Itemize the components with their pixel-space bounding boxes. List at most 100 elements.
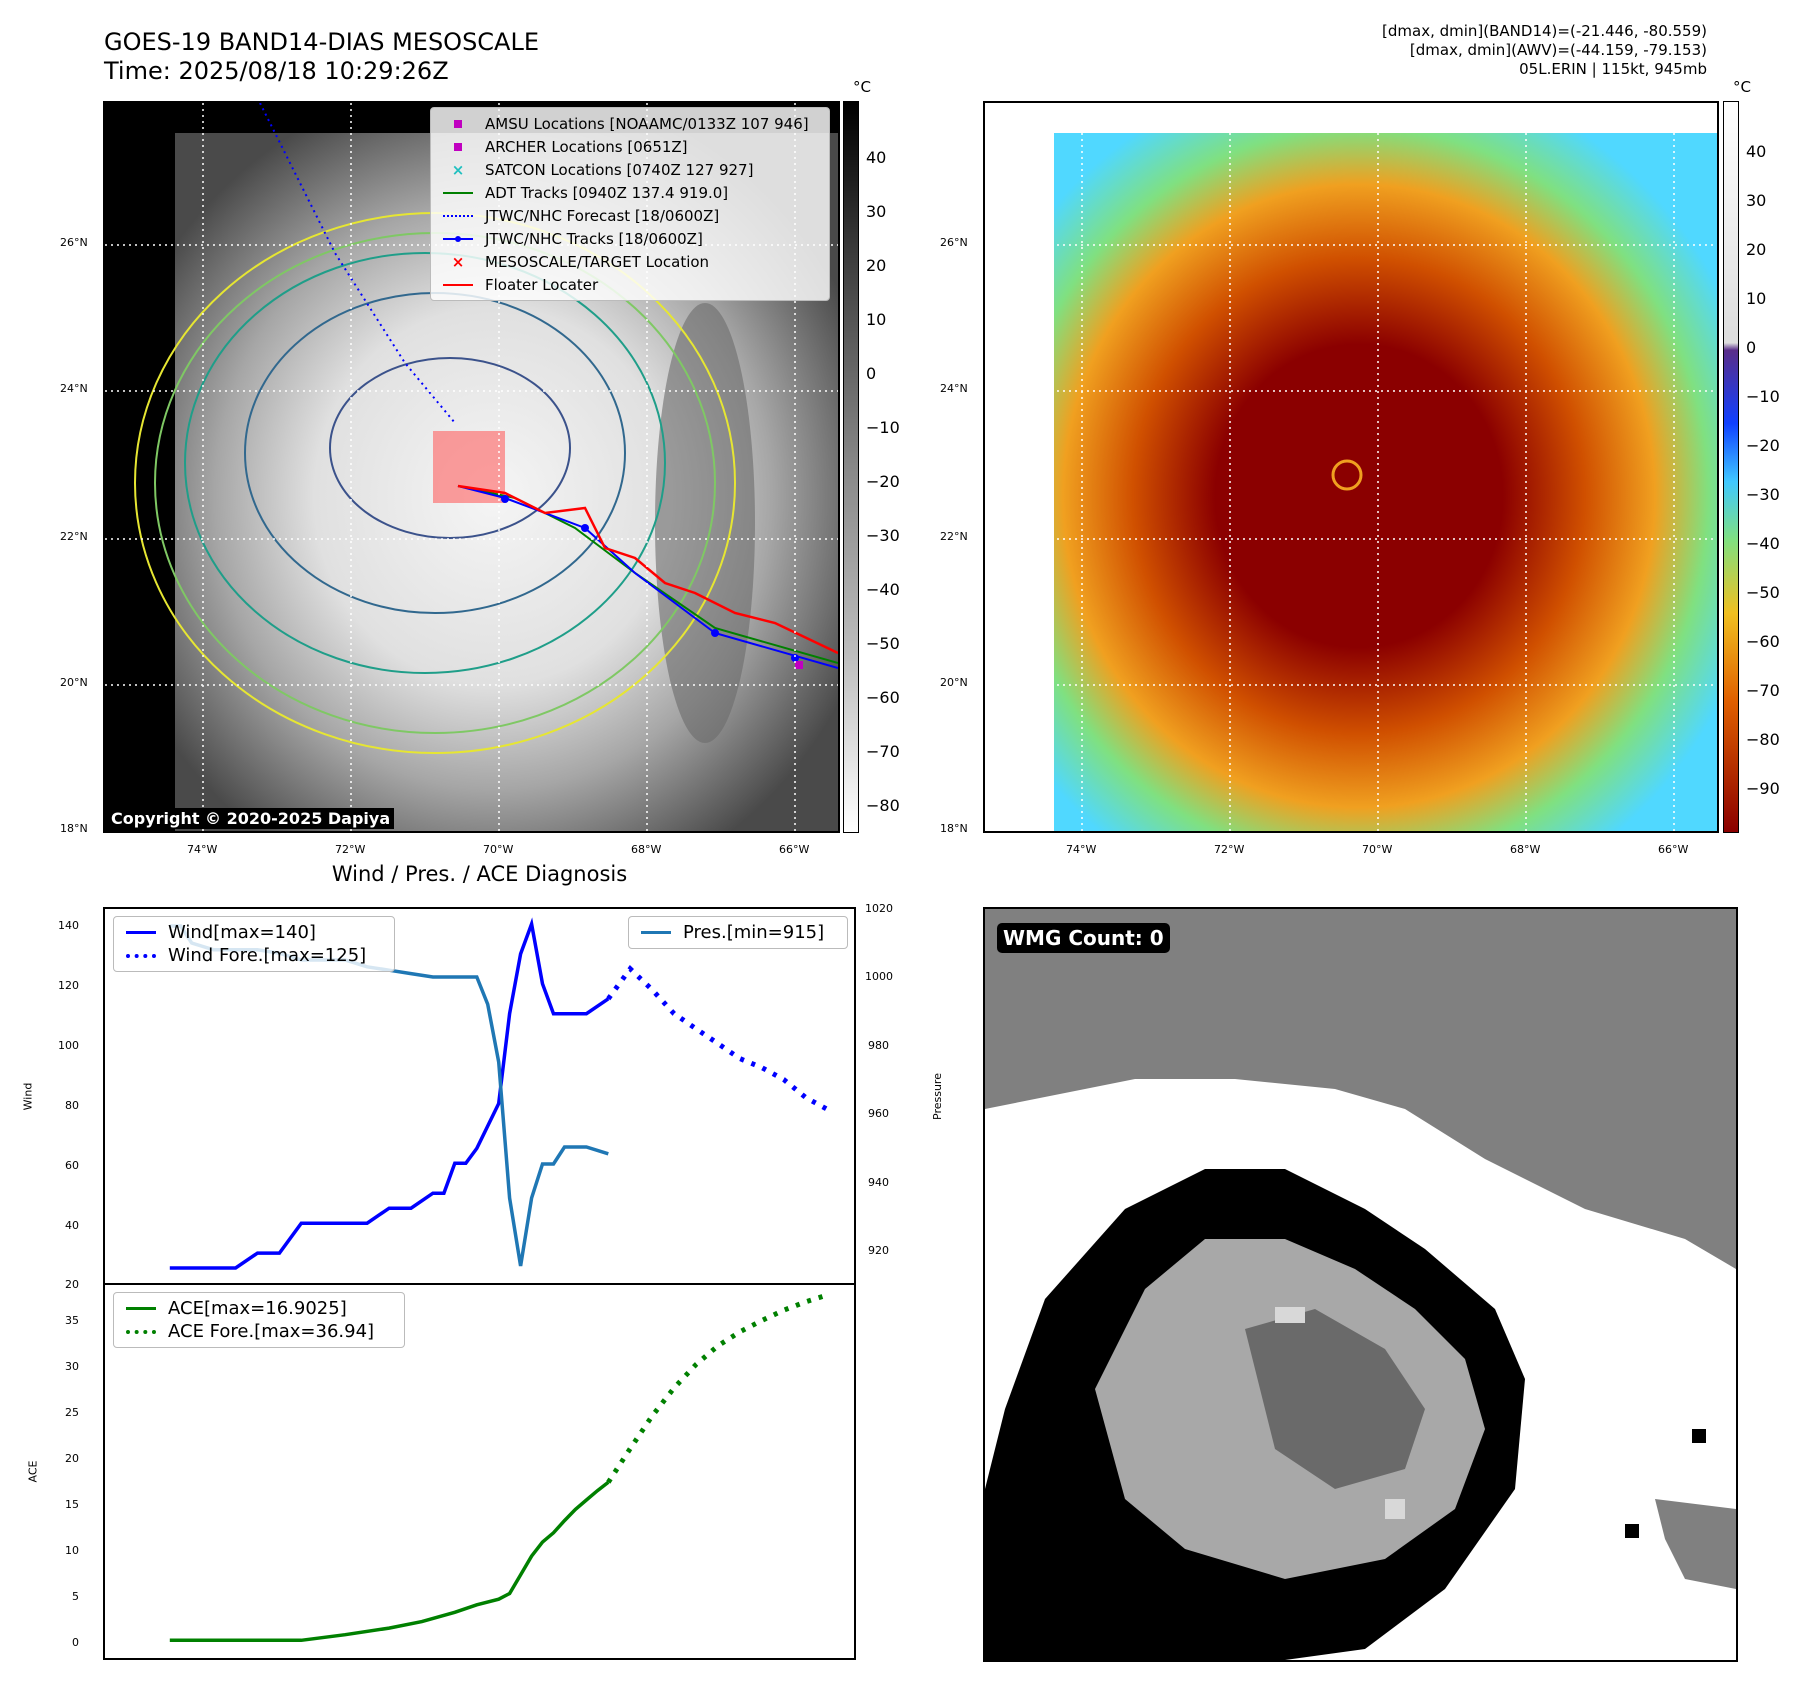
contour-inner xyxy=(329,357,571,539)
colorbar-tick: −60 xyxy=(866,688,900,707)
stats-line-1: [dmax, dmin](BAND14)=(-21.446, -80.559) xyxy=(1382,22,1707,40)
wind-legend: Wind[max=140] Wind Fore.[max=125] xyxy=(113,916,395,972)
line-icon xyxy=(439,191,477,194)
lat-tick: 18°N xyxy=(60,822,88,835)
colorbar-tick: −20 xyxy=(1746,436,1780,455)
ace-tick: 30 xyxy=(65,1360,79,1373)
ace-line-forecast xyxy=(606,1292,829,1484)
line-icon xyxy=(122,931,160,934)
square-marker-icon xyxy=(439,119,477,128)
legend-item-wind: Wind[max=140] xyxy=(122,921,386,944)
lon-tick: 74°W xyxy=(187,843,218,856)
lon-tick: 70°W xyxy=(1362,843,1393,856)
colorbar-tick: 40 xyxy=(1746,142,1767,161)
colorbar-tick: −30 xyxy=(1746,485,1780,504)
diagnosis-charts xyxy=(103,907,856,1660)
wind-series-group xyxy=(169,917,829,1270)
wmg-region-gray-east xyxy=(1655,1499,1736,1589)
legend-label: Pres.[min=915] xyxy=(683,922,825,943)
legend-item-satcon: × SATCON Locations [0740Z 127 927] xyxy=(439,158,821,181)
dotted-line-icon xyxy=(122,1329,160,1334)
wind-line-observed xyxy=(169,917,610,1270)
wind-tick: 80 xyxy=(65,1099,79,1112)
lon-tick: 74°W xyxy=(1066,843,1097,856)
legend-item-tracks: JTWC/NHC Tracks [18/0600Z] xyxy=(439,227,821,250)
awv-colorbar xyxy=(1723,101,1739,833)
wind-tick: 120 xyxy=(58,979,79,992)
lon-tick: 72°W xyxy=(335,843,366,856)
lon-tick: 66°W xyxy=(1658,843,1689,856)
legend-label: MESOSCALE/TARGET Location xyxy=(485,252,710,271)
ace-tick: 5 xyxy=(72,1590,79,1603)
legend-item-ace: ACE[max=16.9025] xyxy=(122,1297,396,1320)
copyright-label: Copyright © 2020-2025 Dapiya xyxy=(107,808,395,829)
colorbar-tick: −60 xyxy=(1746,632,1780,651)
ace-ylabel: ACE xyxy=(26,1460,40,1483)
lon-tick: 68°W xyxy=(1510,843,1541,856)
pressure-tick: 1020 xyxy=(865,902,893,915)
ace-tick: 35 xyxy=(65,1314,79,1327)
legend-label: JTWC/NHC Forecast [18/0600Z] xyxy=(485,206,720,225)
legend-label: ARCHER Locations [0651Z] xyxy=(485,137,688,156)
wmg-count-badge: WMG Count: 0 xyxy=(997,923,1170,953)
ace-tick: 0 xyxy=(72,1636,79,1649)
legend-label: JTWC/NHC Tracks [18/0600Z] xyxy=(485,229,703,248)
legend-item-floater: Floater Locater xyxy=(439,273,821,296)
pressure-tick: 980 xyxy=(868,1039,889,1052)
legend-label: ADT Tracks [0940Z 137.4 919.0] xyxy=(485,183,729,202)
lon-tick: 72°W xyxy=(1214,843,1245,856)
awv-map-panel xyxy=(983,101,1719,833)
wmg-core-cell xyxy=(1275,1307,1305,1323)
ir-map-panel: AMSU Locations [NOAAMC/0133Z 107 946] AR… xyxy=(103,101,840,833)
pressure-legend: Pres.[min=915] xyxy=(628,916,848,949)
ace-tick: 10 xyxy=(65,1544,79,1557)
diagnosis-title: Wind / Pres. / ACE Diagnosis xyxy=(331,862,628,886)
legend-label: ACE[max=16.9025] xyxy=(168,1298,347,1319)
awv-field xyxy=(1054,133,1717,831)
colorbar-tick: 10 xyxy=(1746,289,1767,308)
contour-teal xyxy=(184,252,666,674)
wmg-cell xyxy=(1625,1524,1639,1538)
wmg-image xyxy=(985,909,1736,1660)
legend-item-pressure: Pres.[min=915] xyxy=(637,921,839,944)
wmg-region-gray xyxy=(985,909,1736,1269)
colorbar-tick: −50 xyxy=(1746,583,1780,602)
line-icon xyxy=(637,931,675,934)
awv-map-image xyxy=(985,103,1717,831)
colorbar-tick: 20 xyxy=(866,256,887,275)
wind-ylabel: Wind xyxy=(21,1082,35,1111)
title-line-1: GOES-19 BAND14-DIAS MESOSCALE xyxy=(104,28,540,56)
lon-tick: 66°W xyxy=(779,843,810,856)
wind-tick: 40 xyxy=(65,1219,79,1232)
colorbar-tick: 20 xyxy=(1746,240,1767,259)
line-dot-icon xyxy=(439,235,477,243)
title-line-2: Time: 2025/08/18 10:29:26Z xyxy=(104,57,449,85)
legend-item-amsu: AMSU Locations [NOAAMC/0133Z 107 946] xyxy=(439,112,821,135)
wind-tick: 100 xyxy=(58,1039,79,1052)
lat-tick: 26°N xyxy=(60,236,88,249)
legend-item-archer: ARCHER Locations [0651Z] xyxy=(439,135,821,158)
colorbar-tick: −70 xyxy=(866,742,900,761)
colorbar-tick: 0 xyxy=(866,364,877,383)
colorbar-tick: 40 xyxy=(866,148,887,167)
ace-legend: ACE[max=16.9025] ACE Fore.[max=36.94] xyxy=(113,1292,405,1348)
legend-label: SATCON Locations [0740Z 127 927] xyxy=(485,160,754,179)
lat-tick: 20°N xyxy=(940,676,968,689)
legend-label: AMSU Locations [NOAAMC/0133Z 107 946] xyxy=(485,114,809,133)
floater-track xyxy=(457,484,838,655)
figure-title: GOES-19 BAND14-DIAS MESOSCALE Time: 2025… xyxy=(104,28,539,86)
jtwc-track-points xyxy=(501,495,799,662)
legend-label: ACE Fore.[max=36.94] xyxy=(168,1321,375,1342)
legend-label: Floater Locater xyxy=(485,275,599,294)
colorbar-tick: −10 xyxy=(1746,387,1780,406)
colorbar-tick: −90 xyxy=(1746,779,1780,798)
lat-tick: 22°N xyxy=(940,530,968,543)
cloud-band-east xyxy=(655,303,755,743)
ace-tick: 15 xyxy=(65,1498,79,1511)
legend-item-adt: ADT Tracks [0940Z 137.4 919.0] xyxy=(439,181,821,204)
wind-line-forecast xyxy=(606,965,829,1112)
ace-tick: 25 xyxy=(65,1406,79,1419)
colorbar-tick: −10 xyxy=(866,418,900,437)
lat-tick: 26°N xyxy=(940,236,968,249)
pressure-tick: 940 xyxy=(868,1176,889,1189)
